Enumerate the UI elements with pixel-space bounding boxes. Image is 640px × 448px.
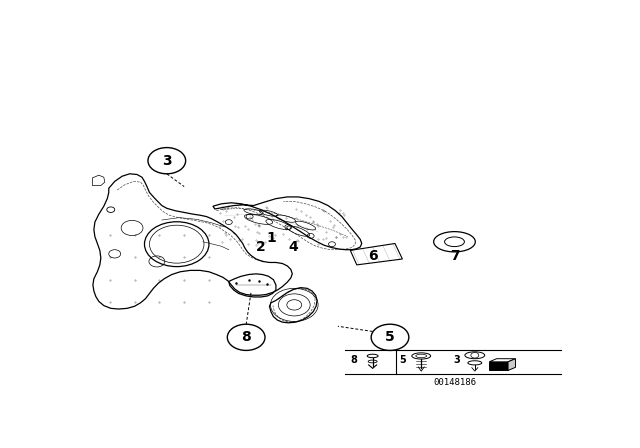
Text: 7: 7: [450, 249, 460, 263]
Text: 8: 8: [350, 354, 357, 365]
Text: 5: 5: [385, 330, 395, 345]
Text: 6: 6: [368, 249, 378, 263]
Polygon shape: [489, 359, 515, 362]
Text: 8: 8: [241, 330, 251, 345]
Polygon shape: [508, 359, 515, 370]
Polygon shape: [489, 362, 508, 370]
Text: 1: 1: [266, 231, 276, 246]
Text: 3: 3: [454, 354, 460, 365]
Text: 5: 5: [399, 354, 406, 365]
Text: 3: 3: [162, 154, 172, 168]
Text: 2: 2: [256, 240, 266, 254]
Text: 00148186: 00148186: [433, 378, 476, 387]
Text: 4: 4: [289, 240, 298, 254]
